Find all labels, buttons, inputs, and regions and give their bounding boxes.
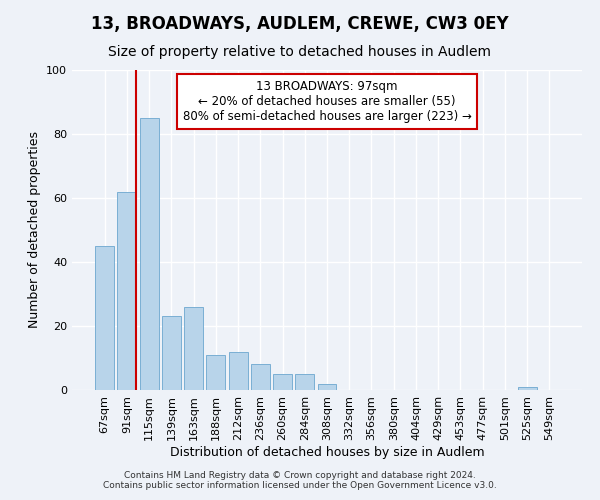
- Bar: [518, 387, 536, 390]
- Bar: [229, 352, 248, 390]
- Bar: [295, 374, 314, 390]
- Text: Contains HM Land Registry data © Crown copyright and database right 2024.
Contai: Contains HM Land Registry data © Crown c…: [103, 470, 497, 490]
- Text: 13 BROADWAYS: 97sqm
← 20% of detached houses are smaller (55)
80% of semi-detach: 13 BROADWAYS: 97sqm ← 20% of detached ho…: [182, 80, 472, 122]
- Text: Size of property relative to detached houses in Audlem: Size of property relative to detached ho…: [109, 45, 491, 59]
- Bar: [140, 118, 158, 390]
- Y-axis label: Number of detached properties: Number of detached properties: [28, 132, 41, 328]
- Bar: [206, 355, 225, 390]
- Bar: [118, 192, 136, 390]
- Bar: [317, 384, 337, 390]
- X-axis label: Distribution of detached houses by size in Audlem: Distribution of detached houses by size …: [170, 446, 484, 458]
- Bar: [95, 246, 114, 390]
- Bar: [162, 316, 181, 390]
- Bar: [273, 374, 292, 390]
- Bar: [184, 307, 203, 390]
- Bar: [251, 364, 270, 390]
- Text: 13, BROADWAYS, AUDLEM, CREWE, CW3 0EY: 13, BROADWAYS, AUDLEM, CREWE, CW3 0EY: [91, 15, 509, 33]
